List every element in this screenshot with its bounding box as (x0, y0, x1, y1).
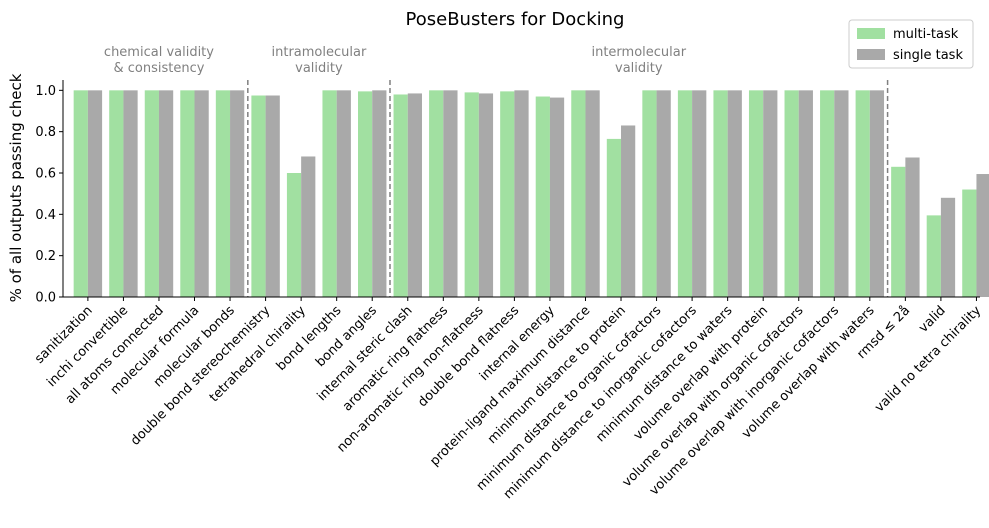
bar-multi-task (500, 91, 515, 298)
legend: multi-task single task (848, 19, 974, 69)
bar-multi-task (251, 95, 266, 297)
y-axis-label: % of all outputs passing check (7, 73, 25, 302)
group-label: validity (295, 61, 343, 76)
bar-multi-task (429, 90, 444, 297)
bar-single-task (834, 90, 849, 297)
y-tick-label: 0.6 (35, 167, 56, 182)
bar-single-task (514, 90, 529, 297)
bar-single-task (265, 95, 280, 297)
bar-multi-task (358, 91, 373, 298)
chart-title: PoseBusters for Docking (406, 9, 625, 30)
legend-swatch (857, 49, 885, 60)
group-label: chemical validity (104, 45, 214, 60)
bar-single-task (656, 90, 671, 297)
bar-single-task (407, 93, 422, 298)
bar-multi-task (286, 173, 302, 297)
bar-single-task (585, 90, 600, 297)
bar-single-task (443, 90, 458, 297)
bar-single-task (976, 174, 989, 297)
bar-single-task (87, 90, 103, 297)
group-label: intermolecular (591, 45, 686, 60)
bar-multi-task (464, 92, 479, 298)
y-tick-label: 0.0 (35, 291, 56, 306)
bar-multi-task (144, 90, 159, 297)
bar-single-task (763, 90, 778, 297)
bar-single-task (336, 90, 351, 297)
bar-multi-task (393, 94, 408, 297)
bar-single-task (940, 197, 956, 297)
legend-swatch (857, 28, 885, 39)
bar-single-task (621, 125, 636, 297)
bar-multi-task (109, 90, 124, 297)
bar-multi-task (855, 90, 870, 297)
bar-multi-task (713, 90, 728, 297)
bar-single-task (301, 156, 316, 297)
bar-single-task (230, 90, 245, 297)
bar-single-task (727, 90, 742, 297)
bar-multi-task (322, 90, 337, 297)
bar-multi-task (215, 90, 231, 297)
bar-single-task (798, 90, 813, 297)
bar-single-task (478, 93, 494, 298)
x-tick-label: valid (916, 303, 949, 336)
bar-single-task (869, 90, 885, 297)
bar-multi-task (784, 90, 799, 297)
y-tick-label: 1.0 (35, 84, 56, 99)
legend-label: single task (893, 48, 963, 63)
group-label: validity (615, 61, 663, 76)
bar-multi-task (180, 90, 195, 297)
bar-single-task (372, 90, 387, 297)
bar-multi-task (748, 90, 764, 297)
y-tick-label: 0.2 (35, 249, 56, 264)
legend-label: multi-task (893, 27, 959, 42)
bar-multi-task (962, 189, 977, 297)
bar-multi-task (73, 90, 88, 297)
bar-single-task (905, 157, 920, 297)
bar-multi-task (606, 138, 622, 297)
group-label: intramolecular (272, 45, 367, 60)
bar-multi-task (926, 215, 941, 297)
bar-single-task (123, 90, 138, 297)
bar-multi-task (820, 90, 835, 297)
bar-single-task (692, 90, 707, 297)
y-tick-label: 0.4 (35, 208, 56, 223)
bar-single-task (194, 90, 209, 297)
bar-multi-task (642, 90, 657, 297)
y-tick-label: 0.8 (35, 125, 56, 140)
bar-single-task (158, 90, 174, 297)
bar-multi-task (677, 90, 693, 297)
bar-multi-task (535, 96, 550, 297)
bar-multi-task (571, 90, 586, 297)
bar-single-task (549, 97, 565, 297)
bar-multi-task (891, 166, 906, 297)
group-label: & consistency (113, 61, 204, 76)
